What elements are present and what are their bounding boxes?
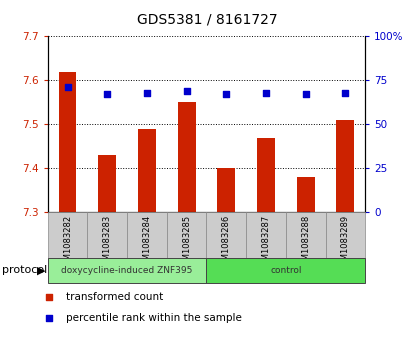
Text: GSM1083286: GSM1083286 [222,215,231,271]
Text: ▶: ▶ [37,265,46,276]
Text: doxycycline-induced ZNF395: doxycycline-induced ZNF395 [61,266,193,275]
Point [263,90,269,95]
Bar [207,212,246,258]
Point [144,90,150,95]
Bar [217,168,235,212]
Bar [286,212,325,258]
Bar [257,138,275,212]
Point [303,91,309,97]
Text: protocol: protocol [2,265,47,276]
Text: control: control [270,266,302,275]
Bar [48,212,88,258]
Bar [297,177,315,212]
Text: GSM1083284: GSM1083284 [142,215,151,271]
Point [183,88,190,94]
Text: GSM1083285: GSM1083285 [182,215,191,271]
Text: GDS5381 / 8161727: GDS5381 / 8161727 [137,13,278,27]
Point [104,91,110,97]
Point [64,85,71,90]
Point [46,294,53,300]
Bar [98,155,116,212]
Text: GSM1083288: GSM1083288 [301,215,310,271]
Bar [246,212,286,258]
Bar [167,212,207,258]
Text: GSM1083282: GSM1083282 [63,215,72,271]
Text: transformed count: transformed count [66,292,164,302]
Text: GSM1083283: GSM1083283 [103,215,112,271]
Point [46,315,53,321]
Bar [127,212,167,258]
Text: GSM1083287: GSM1083287 [261,215,271,271]
Text: percentile rank within the sample: percentile rank within the sample [66,313,242,323]
Bar [178,102,195,212]
Bar [138,129,156,212]
Bar [337,120,354,212]
Bar [59,72,76,212]
Bar [325,212,365,258]
Point [342,90,349,95]
Bar [207,258,365,283]
Bar [88,212,127,258]
Text: GSM1083289: GSM1083289 [341,215,350,271]
Bar [48,258,207,283]
Point [223,91,229,97]
